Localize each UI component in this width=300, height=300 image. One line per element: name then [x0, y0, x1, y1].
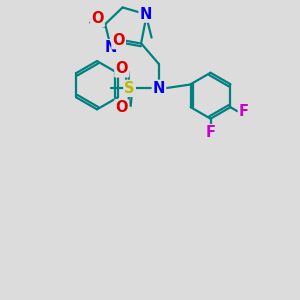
Text: O: O — [116, 61, 128, 76]
Text: N: N — [140, 7, 152, 22]
Text: O: O — [116, 100, 128, 115]
Text: H: H — [113, 35, 123, 48]
Text: N: N — [153, 81, 165, 96]
Text: S: S — [124, 81, 135, 96]
Text: F: F — [239, 104, 249, 119]
Text: O: O — [91, 11, 104, 26]
Text: F: F — [206, 125, 215, 140]
Text: N: N — [105, 40, 117, 55]
Text: O: O — [112, 33, 125, 48]
